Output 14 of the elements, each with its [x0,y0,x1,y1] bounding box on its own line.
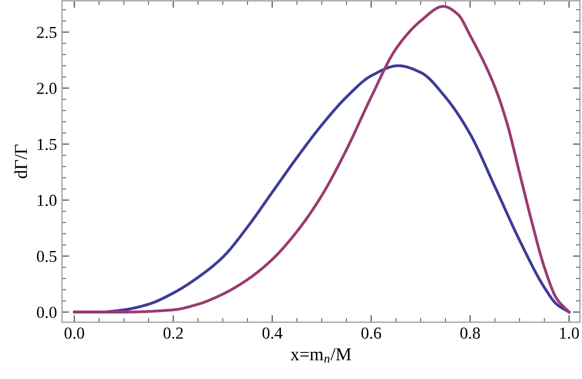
y-tick-label: 0.0 [36,306,56,318]
x-tick-label: 0.8 [460,327,480,339]
x-tick-label: 0.4 [262,327,282,339]
y-tick-label: 0.5 [36,250,56,262]
x-tick-label: 1.0 [560,327,579,339]
x-tick-label: 0.2 [164,327,183,339]
x-tick-label: 0.6 [361,327,382,339]
y-axis-title: dΓ/Γ [14,144,28,178]
y-tick-label: 2.5 [37,26,56,38]
y-tick-label: 2.0 [37,82,56,94]
y-tick-label: 1.0 [38,194,56,206]
x-tick-label: 0.0 [64,327,84,339]
x-axis-title: x=m$_{n}$/M [290,348,352,363]
y-tick-label: 1.5 [38,138,56,150]
